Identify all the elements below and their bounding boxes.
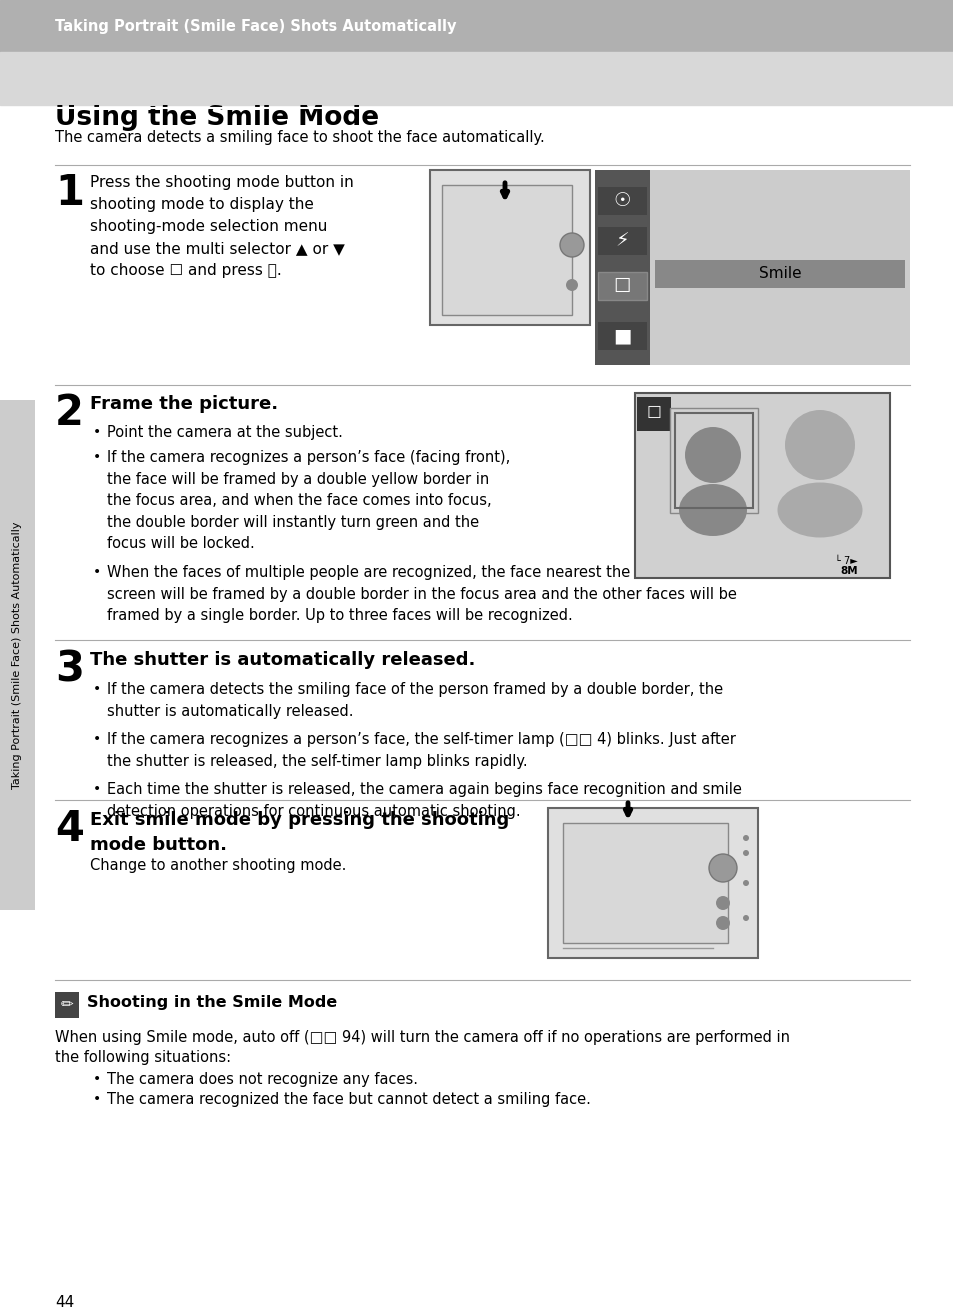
Text: ✏: ✏	[61, 997, 73, 1013]
Text: The camera recognized the face but cannot detect a smiling face.: The camera recognized the face but canno…	[107, 1092, 590, 1106]
Circle shape	[565, 279, 578, 290]
Text: •: •	[92, 1092, 101, 1106]
Bar	[547, 808, 758, 958]
Text: Each time the shutter is released, the camera again begins face recognition and : Each time the shutter is released, the c…	[107, 782, 741, 819]
Circle shape	[559, 233, 583, 258]
Bar	[655, 260, 904, 288]
Text: the following situations:: the following situations:	[55, 1050, 231, 1066]
Text: 1: 1	[55, 172, 84, 214]
Bar	[598, 187, 646, 215]
Text: Using the Smile Mode: Using the Smile Mode	[55, 105, 378, 131]
Bar	[637, 397, 670, 431]
Circle shape	[742, 915, 748, 921]
Text: Point the camera at the subject.: Point the camera at the subject.	[107, 424, 342, 440]
Bar	[635, 393, 889, 578]
Text: 3: 3	[55, 648, 84, 690]
Text: Change to another shooting mode.: Change to another shooting mode.	[90, 858, 346, 872]
Text: •: •	[92, 1072, 101, 1085]
Bar	[598, 272, 646, 300]
Bar	[649, 170, 909, 365]
Bar	[598, 227, 646, 255]
Text: •: •	[92, 682, 101, 696]
Text: Taking Portrait (Smile Face) Shots Automatically: Taking Portrait (Smile Face) Shots Autom…	[12, 522, 22, 788]
Circle shape	[716, 896, 729, 911]
Text: ■: ■	[612, 326, 631, 346]
Bar	[441, 185, 572, 315]
Text: Shooting in the Smile Mode: Shooting in the Smile Mode	[87, 995, 337, 1009]
Text: Smile: Smile	[758, 267, 801, 281]
Text: Frame the picture.: Frame the picture.	[90, 396, 278, 413]
Text: ⚡: ⚡	[615, 231, 628, 251]
Text: ☉: ☉	[613, 192, 630, 210]
Text: Taking Portrait (Smile Face) Shots Automatically: Taking Portrait (Smile Face) Shots Autom…	[55, 20, 456, 34]
Text: •: •	[92, 424, 101, 439]
Bar	[0, 0, 953, 53]
Ellipse shape	[777, 482, 862, 537]
Bar	[669, 409, 758, 512]
Text: •: •	[92, 782, 101, 796]
Ellipse shape	[784, 410, 854, 480]
Text: 44: 44	[55, 1296, 74, 1310]
Text: 8M: 8M	[840, 566, 857, 576]
Text: The shutter is automatically released.: The shutter is automatically released.	[90, 650, 475, 669]
Text: shooting-mode selection menu: shooting-mode selection menu	[90, 219, 327, 234]
Text: If the camera recognizes a person’s face, the self-timer lamp (□□ 4) blinks. Jus: If the camera recognizes a person’s face…	[107, 732, 735, 769]
Text: and use the multi selector ▲ or ▼: and use the multi selector ▲ or ▼	[90, 240, 345, 256]
Text: •: •	[92, 732, 101, 746]
Text: Press the shooting mode button in: Press the shooting mode button in	[90, 175, 354, 191]
Bar	[562, 823, 727, 943]
Text: If the camera detects the smiling face of the person framed by a double border, : If the camera detects the smiling face o…	[107, 682, 722, 719]
Ellipse shape	[679, 484, 746, 536]
Text: If the camera recognizes a person’s face (facing front),
the face will be framed: If the camera recognizes a person’s face…	[107, 449, 510, 552]
Bar	[0, 53, 953, 105]
Bar	[595, 170, 649, 365]
Text: shooting mode to display the: shooting mode to display the	[90, 197, 314, 212]
Text: ☐: ☐	[646, 403, 660, 422]
Circle shape	[716, 916, 729, 930]
Text: When the faces of multiple people are recognized, the face nearest the center of: When the faces of multiple people are re…	[107, 565, 736, 623]
Ellipse shape	[684, 427, 740, 484]
Text: When using Smile mode, auto off (□□ 94) will turn the camera off if no operation: When using Smile mode, auto off (□□ 94) …	[55, 1030, 789, 1045]
Text: The camera detects a smiling face to shoot the face automatically.: The camera detects a smiling face to sho…	[55, 130, 544, 145]
Text: •: •	[92, 565, 101, 579]
Text: 2: 2	[55, 392, 84, 434]
Text: 4: 4	[55, 808, 84, 850]
Bar	[598, 322, 646, 350]
Text: The camera does not recognize any faces.: The camera does not recognize any faces.	[107, 1072, 417, 1087]
Circle shape	[742, 834, 748, 841]
Circle shape	[742, 850, 748, 855]
Bar	[55, 992, 79, 1018]
Bar	[0, 399, 35, 911]
Circle shape	[708, 854, 737, 882]
Circle shape	[742, 880, 748, 886]
Text: to choose ☐ and press ⒪.: to choose ☐ and press ⒪.	[90, 263, 281, 279]
Bar	[675, 413, 752, 509]
Bar	[430, 170, 589, 325]
Text: └ 7►: └ 7►	[834, 556, 857, 566]
Text: ☐: ☐	[613, 276, 630, 296]
Text: Exit smile mode by pressing the shooting
mode button.: Exit smile mode by pressing the shooting…	[90, 811, 509, 854]
Text: •: •	[92, 449, 101, 464]
